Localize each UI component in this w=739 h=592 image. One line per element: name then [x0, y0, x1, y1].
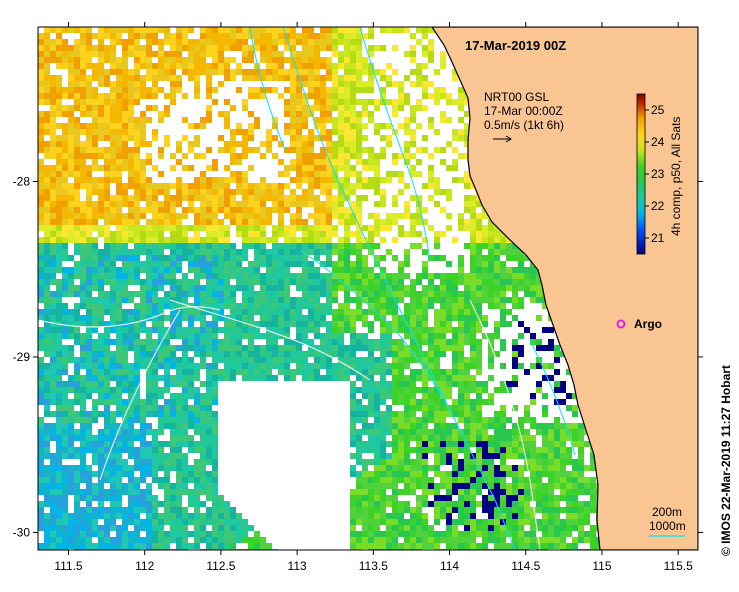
colorbar-tick-label: 25	[651, 103, 665, 117]
colorbar-tick-label: 24	[651, 135, 665, 149]
map-title: 17-Mar-2019 00Z	[465, 38, 566, 53]
vector-scale-arrow	[493, 135, 512, 143]
lat-tick-label: -29	[13, 350, 31, 364]
bathymetry-contours	[38, 27, 576, 550]
plot-area	[38, 27, 698, 550]
bathymetry-contour	[299, 249, 456, 421]
bathymetry-contour	[282, 27, 516, 550]
lat-tick-label: -30	[13, 525, 31, 539]
info-line-vector-scale: 0.5m/s (1kt 6h)	[484, 118, 564, 132]
bathymetry-contour	[38, 306, 221, 328]
scale-label-200m: 200m	[652, 505, 682, 519]
latitude-axis: -28 -29 -30	[13, 174, 703, 539]
lon-tick-label: 111.5	[54, 559, 83, 573]
colorbar-scale	[636, 93, 646, 255]
lon-tick-label: 112	[135, 559, 154, 573]
argo-label: Argo	[634, 317, 662, 331]
colorbar-label: 4h comp, p50, All Sats	[669, 117, 683, 236]
lon-tick-label: 113.5	[359, 559, 388, 573]
lon-tick-label: 115.5	[664, 559, 693, 573]
info-line-product: NRT00 GSL	[484, 90, 549, 104]
colorbar: 21 22 23 24 25 4h comp, p50, All Sats	[636, 93, 683, 255]
colorbar-ticks: 21 22 23 24 25	[645, 103, 665, 245]
info-line-time: 17-Mar 00:00Z	[484, 104, 563, 118]
scale-label-1000m: 1000m	[649, 519, 686, 533]
bathymetry-legend: 200m 1000m	[649, 505, 686, 537]
plot-frame	[37, 26, 699, 551]
lon-tick-label: 115	[592, 559, 611, 573]
argo-float: Argo	[616, 317, 662, 331]
bathymetry-contour	[469, 299, 541, 550]
bathymetry-contour	[249, 27, 286, 151]
colorbar-tick-label: 22	[651, 199, 665, 213]
bathymetry-contour	[99, 309, 181, 481]
colorbar-tick-label: 23	[651, 167, 665, 181]
land-mass	[431, 27, 698, 550]
longitude-axis: 111.5 112 112.5 113 113.5 114 114.5 115 115.5	[54, 22, 693, 573]
bathymetry-contour	[359, 27, 431, 261]
lat-tick-label: -28	[13, 174, 31, 188]
info-block: NRT00 GSL 17-Mar 00:00Z 0.5m/s (1kt 6h)	[484, 90, 564, 143]
argo-marker-icon	[616, 319, 626, 329]
lon-tick-label: 114	[440, 559, 459, 573]
bathymetry-contour	[529, 339, 576, 456]
lon-tick-label: 113	[288, 559, 307, 573]
bathymetry-contour	[169, 299, 371, 381]
lon-tick-label: 112.5	[206, 559, 235, 573]
lon-tick-label: 114.5	[511, 559, 540, 573]
credit-text: © IMOS 22-Mar-2019 11:27 Hobart	[719, 365, 733, 556]
colorbar-tick-label: 21	[651, 231, 665, 245]
